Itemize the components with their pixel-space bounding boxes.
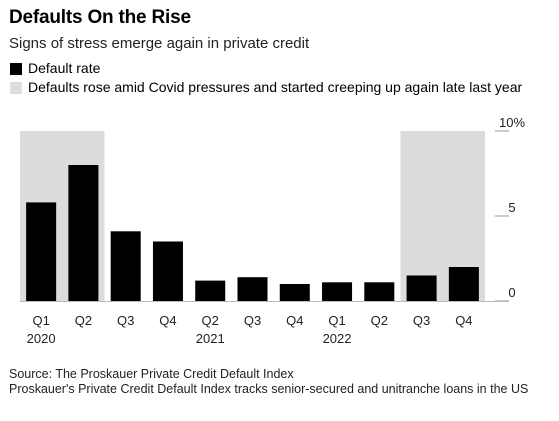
legend-item-default-rate: Default rate [9, 60, 539, 77]
legend-item-covid-shading: Defaults rose amid Covid pressures and s… [9, 79, 539, 96]
bar-8 [364, 282, 395, 301]
x-tick-label-1: Q2 [75, 313, 92, 328]
chart-subtitle: Signs of stress emerge again in private … [9, 35, 310, 52]
x-tick-label-0: Q1 [32, 313, 49, 328]
x-tick-label-7: Q1 [328, 313, 345, 328]
y-tick-label-0: 0 [508, 285, 515, 300]
bar-1 [68, 165, 99, 301]
chart-title: Defaults On the Rise [9, 7, 191, 28]
bar-2 [110, 231, 141, 301]
legend: Default rate Defaults rose amid Covid pr… [9, 60, 539, 98]
legend-swatch-gray [10, 82, 22, 94]
source-text: Source: The Proskauer Private Credit Def… [9, 367, 294, 381]
bar-chart: 0 5 10% Q1 Q2 Q3 Q4 Q2 Q3 Q4 Q1 Q2 Q3 Q4 2020 2021 2022 [20, 115, 525, 346]
x-tick-label-10: Q4 [455, 313, 472, 328]
note-text: Proskauer's Private Credit Default Index… [9, 382, 529, 396]
legend-label-covid-shading: Defaults rose amid Covid pressures and s… [28, 79, 523, 95]
x-year-label-1: 2021 [196, 331, 225, 346]
x-tick-label-6: Q4 [286, 313, 303, 328]
bar-5 [237, 277, 268, 301]
legend-swatch-black [10, 63, 22, 75]
x-year-label-0: 2020 [27, 331, 56, 346]
bar-6 [279, 284, 310, 301]
x-tick-label-2: Q3 [117, 313, 134, 328]
bar-4 [195, 280, 226, 301]
y-tick-label-1: 5 [508, 200, 515, 215]
y-tick-label-2: 10% [499, 115, 525, 130]
x-tick-label-9: Q3 [413, 313, 430, 328]
x-tick-label-4: Q2 [202, 313, 219, 328]
legend-label-default-rate: Default rate [28, 60, 101, 76]
x-year-label-2: 2022 [323, 331, 352, 346]
x-tick-label-8: Q2 [371, 313, 388, 328]
source-block: Source: The Proskauer Private Credit Def… [9, 367, 539, 397]
bar-7 [322, 282, 353, 301]
bar-10 [448, 267, 479, 301]
bar-0 [26, 202, 57, 301]
bar-3 [152, 241, 183, 301]
x-tick-label-3: Q4 [159, 313, 176, 328]
x-tick-label-5: Q3 [244, 313, 261, 328]
bar-9 [406, 275, 437, 301]
